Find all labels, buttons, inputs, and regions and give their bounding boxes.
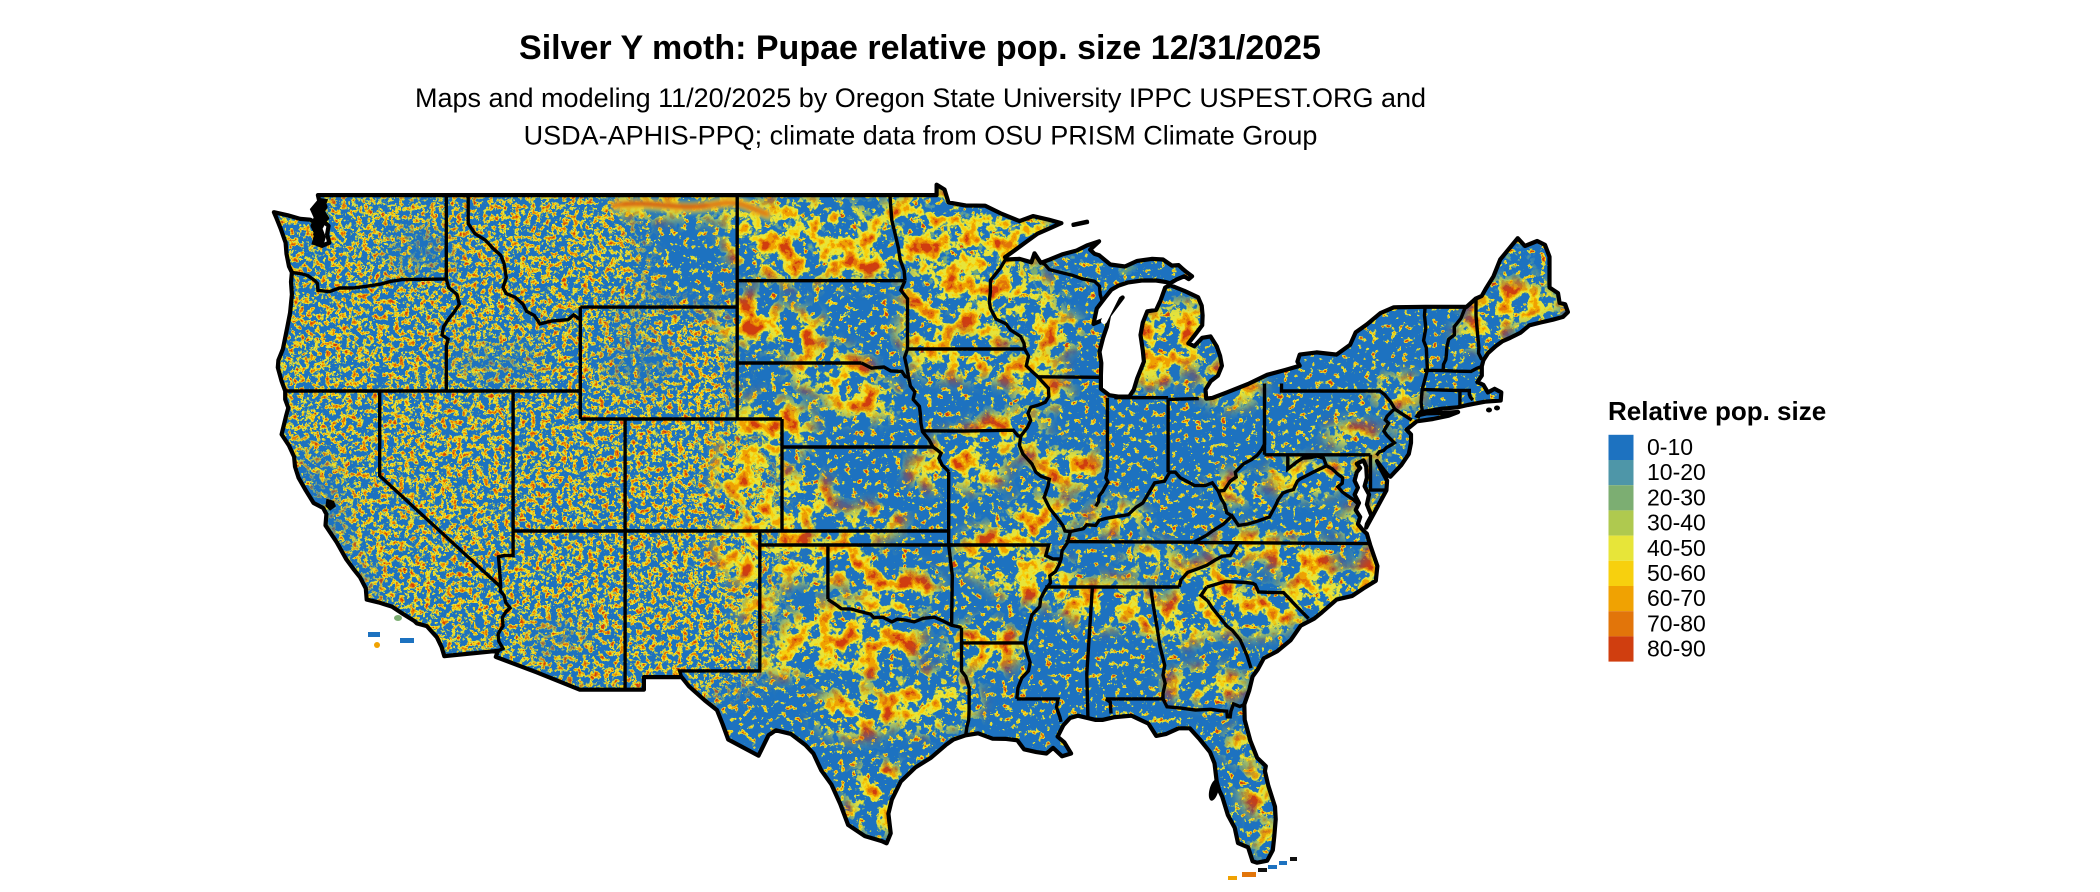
svg-text:50-60: 50-60: [1647, 560, 1706, 586]
svg-text:20-30: 20-30: [1647, 484, 1706, 510]
svg-text:Maps and modeling 11/20/2025 b: Maps and modeling 11/20/2025 by Oregon S…: [415, 83, 1426, 113]
svg-text:30-40: 30-40: [1647, 510, 1706, 536]
svg-text:40-50: 40-50: [1647, 535, 1706, 561]
svg-text:Relative pop. size: Relative pop. size: [1608, 396, 1826, 426]
svg-text:0-10: 0-10: [1647, 434, 1693, 460]
svg-text:10-20: 10-20: [1647, 459, 1706, 485]
svg-text:Silver Y moth: Pupae relative: Silver Y moth: Pupae relative pop. size …: [519, 29, 1321, 67]
svg-text:60-70: 60-70: [1647, 585, 1706, 611]
svg-text:USDA-APHIS-PPQ; climate data f: USDA-APHIS-PPQ; climate data from OSU PR…: [524, 121, 1318, 151]
svg-text:80-90: 80-90: [1647, 636, 1706, 662]
svg-text:70-80: 70-80: [1647, 610, 1706, 636]
